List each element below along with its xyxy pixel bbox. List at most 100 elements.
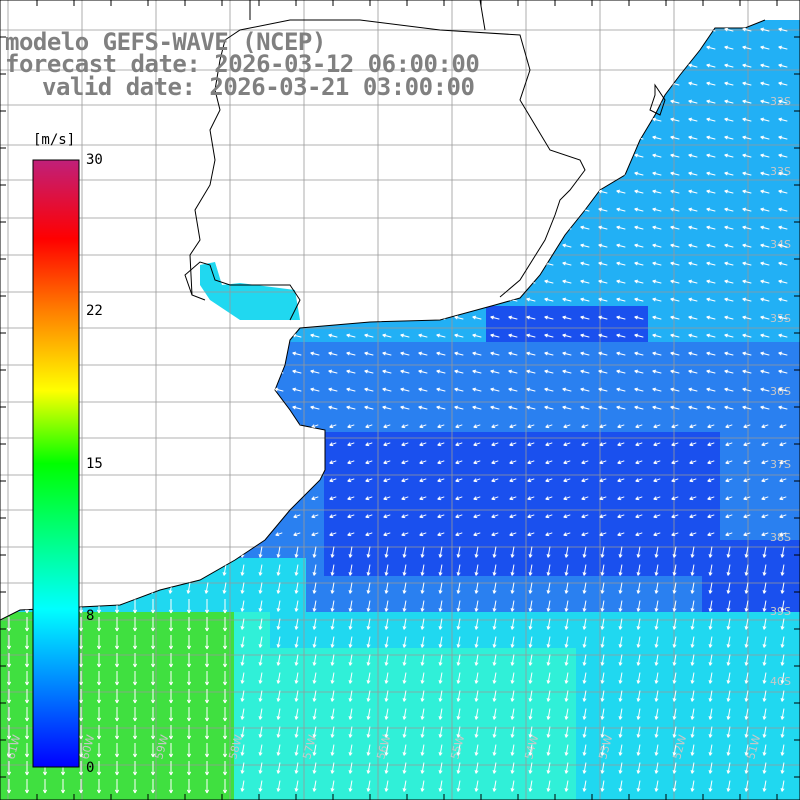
wind-arrow (724, 117, 734, 122)
wind-arrow (652, 333, 662, 338)
wind-arrow (742, 225, 752, 230)
field-cell (792, 630, 800, 648)
field-cell (522, 504, 540, 522)
field-cell (792, 432, 800, 450)
wind-arrow (365, 496, 373, 501)
wind-arrow (760, 171, 770, 176)
field-cell (558, 594, 576, 612)
wind-arrow (635, 424, 643, 429)
field-cell (486, 630, 504, 648)
field-cell (450, 666, 468, 684)
wind-arrow (670, 279, 680, 284)
wind-arrow (544, 315, 554, 320)
field-cell (360, 594, 378, 612)
wind-arrow (382, 387, 392, 392)
field-cell (576, 792, 594, 800)
field-cell (666, 486, 684, 504)
wind-arrow (725, 478, 733, 483)
field-cell (414, 450, 432, 468)
field-cell (270, 594, 288, 612)
wind-arrow (725, 424, 733, 429)
wind-arrow (652, 117, 662, 122)
field-cell (684, 306, 702, 324)
field-cell (702, 198, 720, 216)
wind-arrow (382, 369, 392, 374)
field-cell (792, 684, 800, 702)
field-cell (270, 774, 288, 792)
field-cell (504, 414, 522, 432)
field-cell (666, 432, 684, 450)
wind-arrow (706, 261, 716, 266)
wind-arrow (778, 387, 788, 392)
field-cell (486, 594, 504, 612)
field-cell (450, 576, 468, 594)
field-cell (540, 774, 558, 792)
field-cell (756, 360, 774, 378)
field-cell (720, 558, 738, 576)
field-cell (666, 126, 684, 144)
field-cell (666, 702, 684, 720)
field-cell (342, 702, 360, 720)
field-cell (468, 720, 486, 738)
field-cell (414, 630, 432, 648)
wind-arrow (544, 333, 554, 338)
field-cell (540, 450, 558, 468)
field-cell (666, 144, 684, 162)
wind-arrow (473, 496, 481, 501)
field-cell (414, 648, 432, 666)
wind-arrow (706, 81, 716, 86)
field-cell (198, 576, 216, 594)
field-cell (738, 774, 756, 792)
wind-arrow (652, 243, 662, 248)
longitude-label: 60W (78, 733, 97, 761)
colorbar-tick-30: 30 (86, 152, 103, 168)
wind-arrow (310, 387, 320, 392)
field-cell (774, 468, 792, 486)
field-cell (396, 558, 414, 576)
field-cell (504, 486, 522, 504)
wind-arrow (688, 333, 698, 338)
wind-arrow (724, 45, 734, 50)
field-cell (306, 558, 324, 576)
wind-arrow (706, 315, 716, 320)
field-cell (306, 792, 324, 800)
wind-arrow (419, 424, 427, 429)
field-cell (324, 702, 342, 720)
field-cell (558, 612, 576, 630)
field-cell (612, 648, 630, 666)
wind-arrow (724, 189, 734, 194)
longitude-label: 56W (374, 733, 393, 761)
field-cell (594, 486, 612, 504)
field-cell (702, 522, 720, 540)
field-cell (486, 684, 504, 702)
field-cell (486, 612, 504, 630)
wind-arrow (509, 478, 517, 483)
field-cell (468, 360, 486, 378)
wind-arrow (761, 442, 769, 447)
wind-arrow (635, 442, 643, 447)
wind-arrow (598, 225, 608, 230)
wind-arrow (689, 478, 697, 483)
field-cell (666, 108, 684, 126)
field-cell (378, 774, 396, 792)
field-cell (630, 666, 648, 684)
colorbar-tick-22: 22 (86, 303, 103, 319)
field-cell (306, 630, 324, 648)
field-cell (738, 486, 756, 504)
wind-arrow (401, 460, 409, 465)
field-cell (774, 504, 792, 522)
wind-arrow (778, 297, 788, 302)
wind-arrow (670, 405, 680, 410)
field-cell (522, 342, 540, 360)
field-cell (558, 522, 576, 540)
field-cell (396, 540, 414, 558)
wind-arrow (778, 45, 788, 50)
field-cell (756, 216, 774, 234)
wind-arrow (437, 424, 445, 429)
field-cell (414, 486, 432, 504)
wind-arrow (670, 171, 680, 176)
field-cell (756, 540, 774, 558)
field-cell (504, 432, 522, 450)
field-cell (774, 432, 792, 450)
field-cell (432, 486, 450, 504)
